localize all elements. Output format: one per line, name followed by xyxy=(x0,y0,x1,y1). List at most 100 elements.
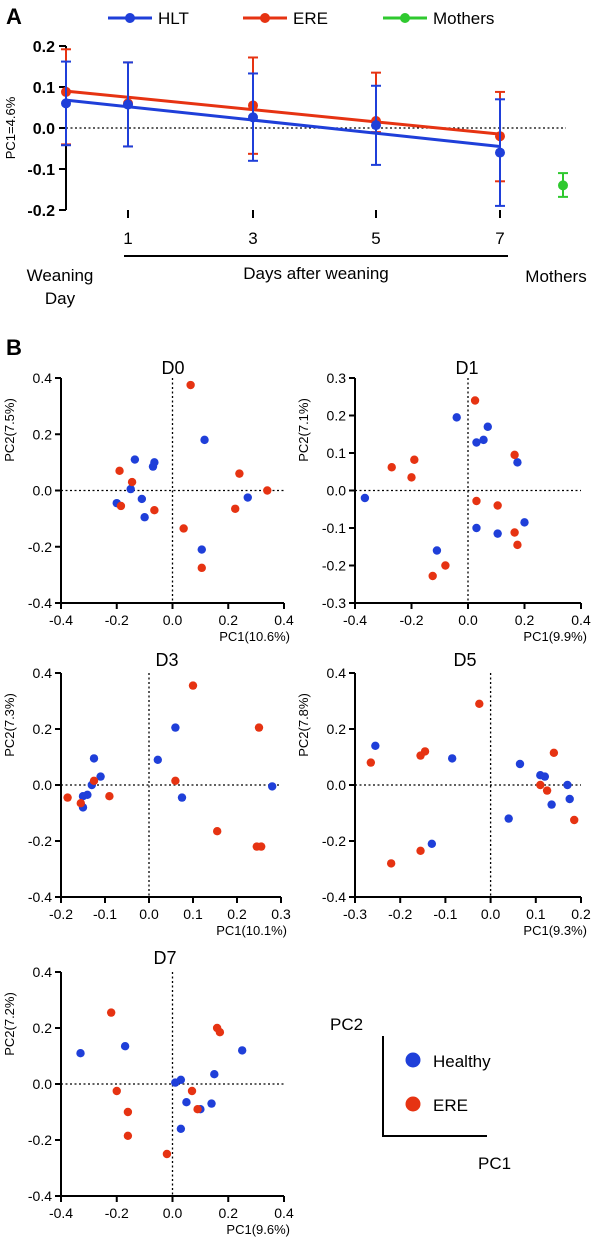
series-healthy xyxy=(360,413,529,555)
scatter-point xyxy=(257,842,266,851)
x-tick-label: -0.1 xyxy=(93,906,117,922)
scatter-point xyxy=(407,473,416,482)
y-axis-label: PC2(7.1%) xyxy=(296,398,311,462)
scatter-point xyxy=(515,759,525,769)
x-tick-label: -0.1 xyxy=(433,906,457,922)
scatter-point xyxy=(237,1046,247,1055)
x-tick-label: 0.2 xyxy=(515,612,535,628)
x-tick-label: 0.0 xyxy=(458,612,478,628)
x-tick-label: 3 xyxy=(248,229,257,248)
scatter-point xyxy=(243,493,252,502)
x-tick-label: -0.2 xyxy=(399,612,423,628)
scatter-point xyxy=(193,1105,202,1114)
x-tick-label: -0.2 xyxy=(49,906,73,922)
x-tick-label: 0.4 xyxy=(274,612,294,628)
scatter-point xyxy=(176,1124,186,1134)
scatter-point xyxy=(536,780,545,790)
y-tick-label: 0.2 xyxy=(33,721,53,737)
scatter-point xyxy=(441,561,450,570)
scatter-point xyxy=(427,839,437,848)
scatter-point xyxy=(126,484,135,494)
x-tick-label: 0.2 xyxy=(571,906,591,922)
scatter-point xyxy=(179,524,188,533)
x-tick-label: 0.0 xyxy=(163,612,183,628)
scatter-panel-d1: D1 0.3 0.2 0.1 0.0 -0.1 -0.2 -0.3-0.4 -0.2 0.0 0.2… xyxy=(296,358,591,644)
scatter-point xyxy=(479,435,488,445)
scatter-point xyxy=(510,450,519,460)
scatter-point xyxy=(123,1131,133,1141)
y-tick-label: -0.2 xyxy=(28,833,52,849)
scatter-point xyxy=(472,523,481,533)
x-tick-label: 5 xyxy=(371,229,380,248)
scatter-panel-d3: D30.40.20.0-0.2-0.4-0.2 -0.1 0.0 0.1 0.2 0.3P… xyxy=(2,650,291,938)
scatter-point xyxy=(387,463,396,472)
trend-line xyxy=(65,89,501,136)
mean-point xyxy=(371,120,381,131)
trend-line xyxy=(65,98,501,148)
y-tick-label: -0.1 xyxy=(27,162,55,179)
key-axes xyxy=(382,1036,487,1137)
key-pc1-label: PC1 xyxy=(478,1154,511,1173)
scatter-point xyxy=(115,466,124,476)
scatter-point xyxy=(452,413,461,422)
scatter-point xyxy=(153,755,162,764)
x-tick-label: -0.2 xyxy=(105,612,129,628)
key-pc2-label: PC2 xyxy=(330,1015,363,1034)
scatter-point xyxy=(171,723,180,732)
y-tick-label: 0.2 xyxy=(33,1020,53,1036)
x-tick-label: 0.1 xyxy=(526,906,546,922)
scatter-point xyxy=(493,501,502,510)
x-tick-label: 0.4 xyxy=(571,612,591,628)
scatter-point xyxy=(542,786,552,795)
x-tick-label: -0.4 xyxy=(343,612,367,628)
y-tick-label: 0.1 xyxy=(33,80,55,97)
legend-label: ERE xyxy=(293,9,328,28)
y-tick-label: -0.2 xyxy=(28,539,52,555)
panel-b: B D00.40.20.0-0.2-0.4-0.4 -0.2 0.0 0.2 0.4PC… xyxy=(2,335,591,1237)
y-tick-label: -0.4 xyxy=(28,595,52,611)
scatter-point xyxy=(371,741,380,750)
key-label-ere: ERE xyxy=(433,1096,468,1115)
y-tick-label: 0.2 xyxy=(327,721,347,737)
scatter-point xyxy=(137,494,147,504)
pca-key: PC2 PC1 Healthy ERE xyxy=(330,1015,511,1173)
legend-swatch-marker xyxy=(125,13,135,23)
scatter-panel-d5: D5 0.4 0.2 0.0 -0.2 -0.4-0.3 -0.2 -0.1 0.0 0.1 0.2… xyxy=(296,650,591,938)
y-tick-label: -0.3 xyxy=(322,595,346,611)
x-tick-label: -0.2 xyxy=(105,1205,129,1221)
scatter-point xyxy=(428,571,437,581)
scatter-point xyxy=(186,380,195,390)
mean-point xyxy=(61,98,71,109)
series-ere xyxy=(115,380,272,573)
x-tick-label: -0.2 xyxy=(388,906,412,922)
scatter-title: D0 xyxy=(161,358,184,378)
scatter-point xyxy=(563,780,572,790)
scatter-point xyxy=(416,846,425,855)
x-tick-label: 0.1 xyxy=(183,906,203,922)
scatter-point xyxy=(510,528,519,537)
scatter-point xyxy=(106,1008,116,1017)
mean-point xyxy=(248,112,258,123)
y-axis-label: PC2(7.3%) xyxy=(2,693,17,757)
y-tick-label: -0.2 xyxy=(28,1132,52,1148)
scatter-point xyxy=(127,477,137,487)
y-tick-label: -0.2 xyxy=(322,833,346,849)
scatter-point xyxy=(470,396,480,405)
x-tick-label: 0.0 xyxy=(163,1205,183,1221)
key-marker-ere xyxy=(405,1096,421,1112)
panel-a-plot: 0.2 0.1 0.0 -0.1 -0.2 PC1=4.6% 1 3 5 7 Weaning Day D… xyxy=(3,39,587,308)
scatter-point xyxy=(366,758,376,767)
scatter-point xyxy=(254,723,264,732)
scatter-title: D3 xyxy=(155,650,178,670)
scatter-point xyxy=(197,545,206,554)
x-tick-label: 0.2 xyxy=(219,612,239,628)
mean-point xyxy=(558,180,568,191)
y-axis-label: PC2(7.8%) xyxy=(296,693,311,757)
scatter-point xyxy=(171,776,180,785)
x-tick-label: 0.4 xyxy=(274,1205,294,1221)
y-tick-label: 0.2 xyxy=(327,408,347,424)
scatter-point xyxy=(493,529,502,538)
y-tick-label: 0.0 xyxy=(33,483,53,499)
x-tick-label: 0.2 xyxy=(227,906,247,922)
x-tick-label: 1 xyxy=(123,229,132,248)
